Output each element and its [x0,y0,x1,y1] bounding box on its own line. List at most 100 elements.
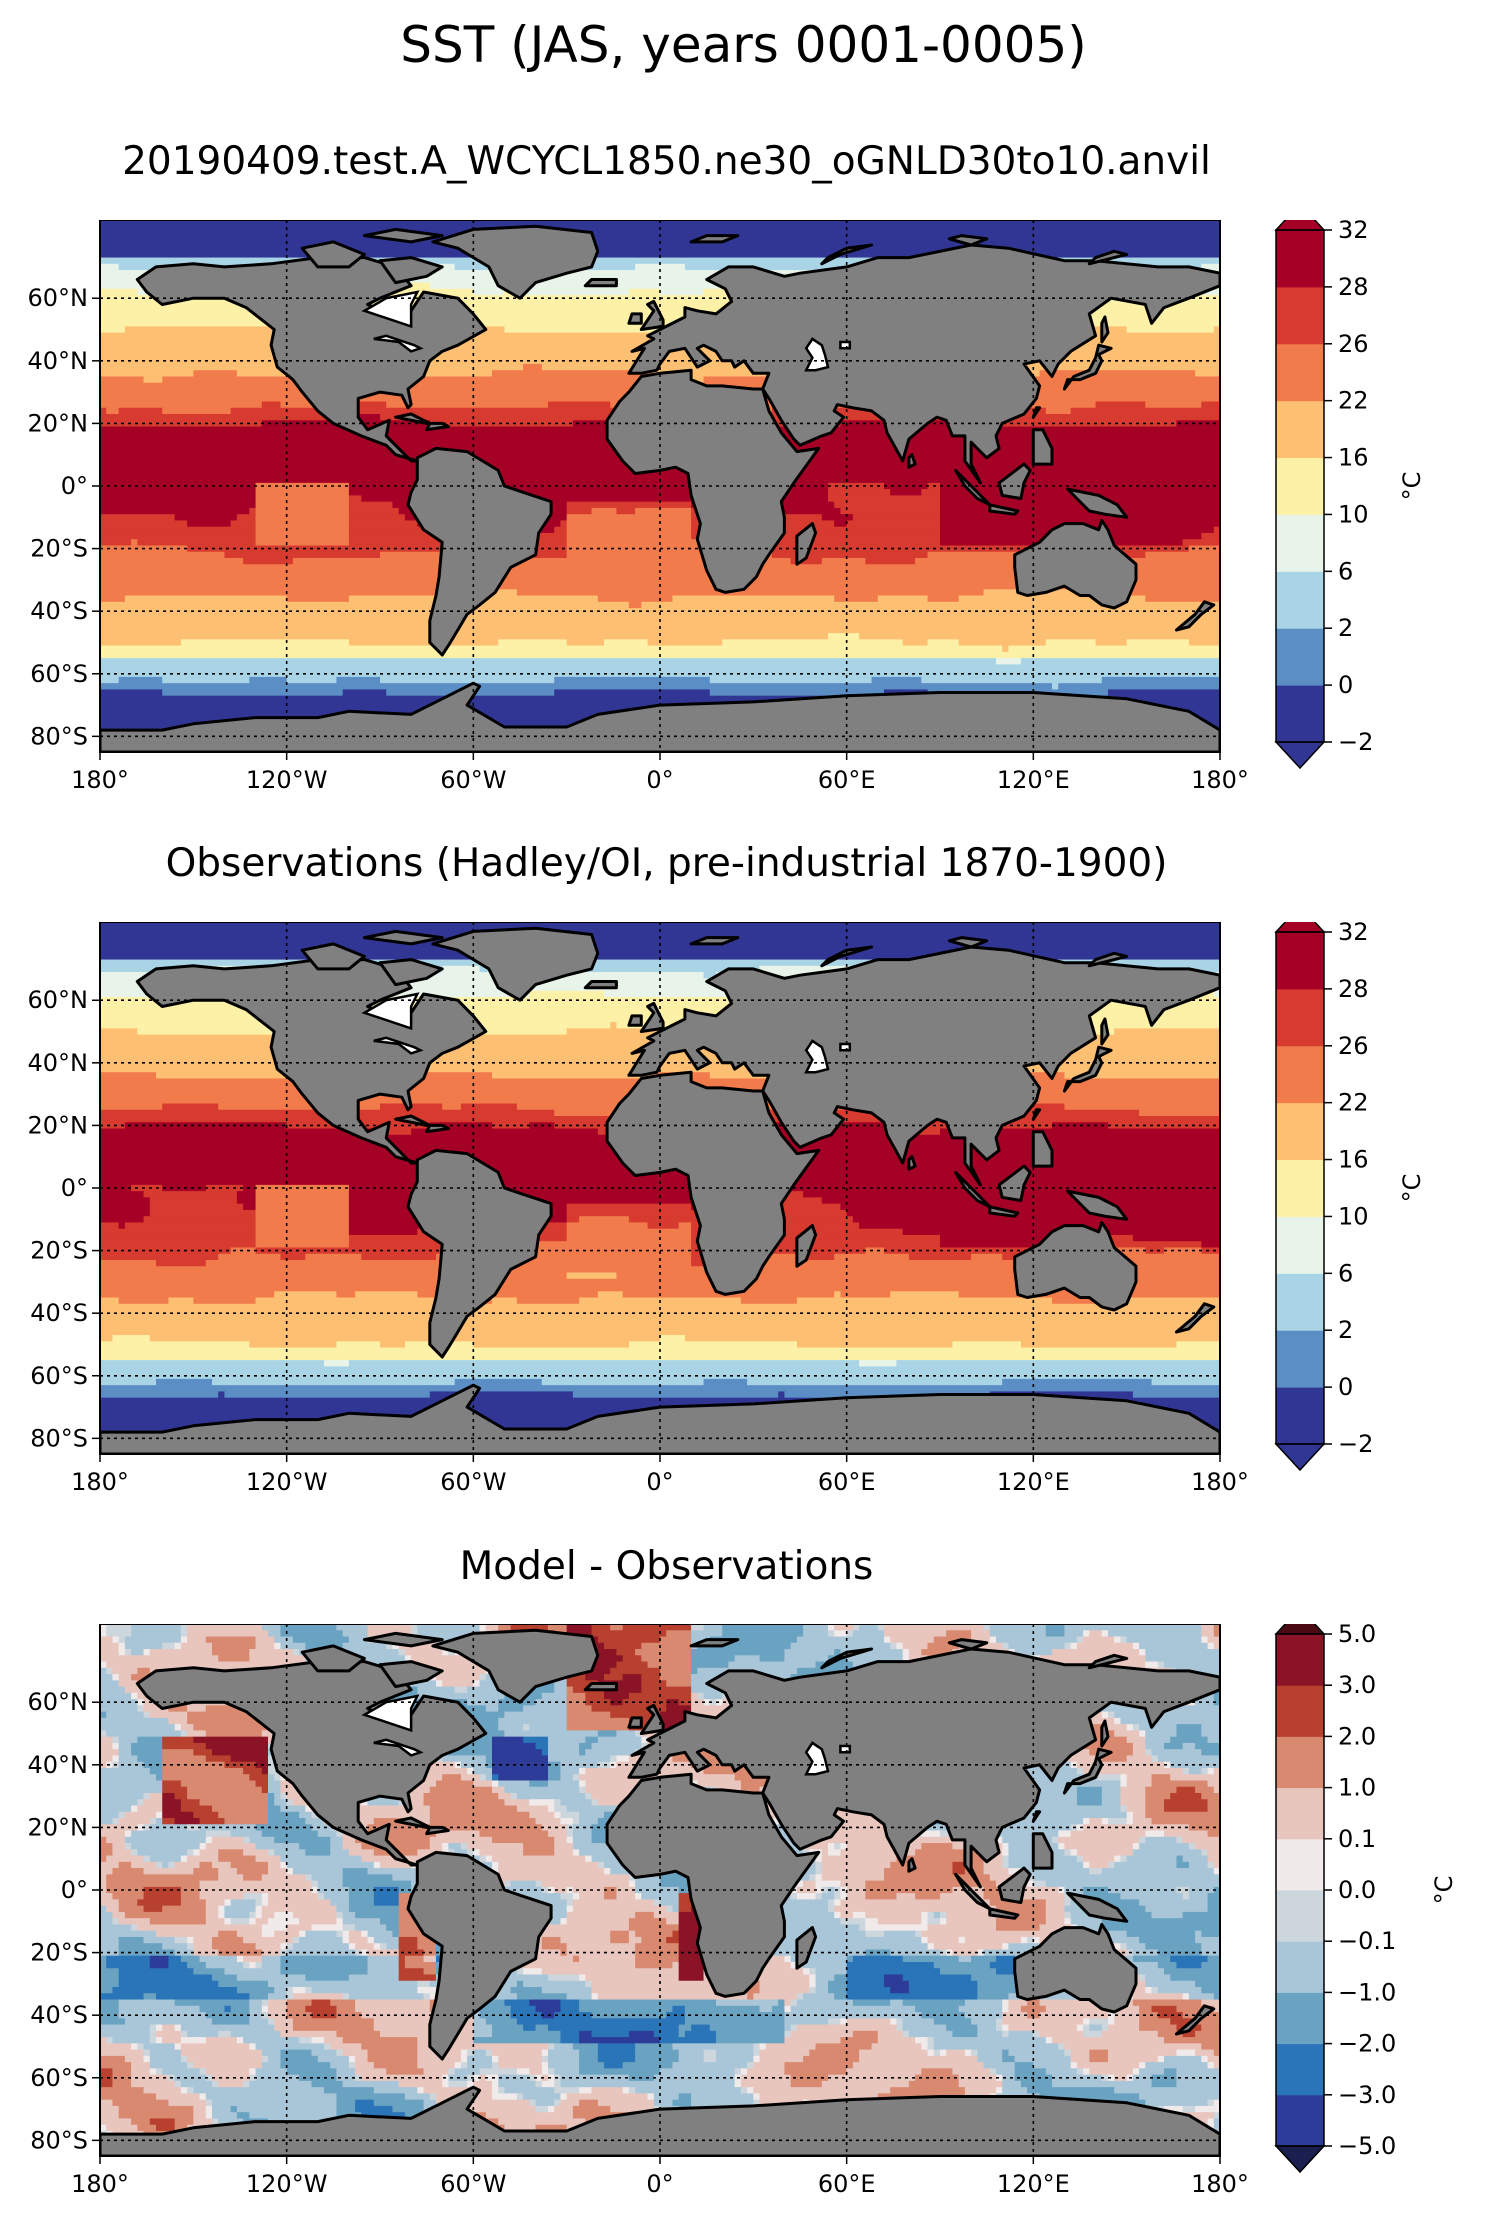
colorbar-tick-label: 6 [1338,1259,1353,1287]
graticule [100,220,1220,752]
x-tick-label: 180° [1191,2170,1249,2198]
colorbar-extend-max [1274,922,1326,933]
y-tick-label: 60°S [30,1362,88,1390]
y-tick-label: 20°S [30,1237,88,1265]
x-tick-label: 60°E [818,2170,876,2198]
colorbar-segment [1276,1387,1324,1445]
colorbar-extend-min [1274,741,1326,770]
y-tick-label: 80°S [30,1424,88,1452]
y-tick-label: 40°N [28,347,89,375]
colorbar-tick-label: 32 [1338,922,1369,946]
x-tick-label: 120°W [246,766,328,794]
y-tick-label: 20°S [30,1939,88,1967]
colorbar-segment [1276,685,1324,743]
colorbar-tick-label: −0.1 [1338,1927,1396,1955]
colorbar-tick-label: −2.0 [1338,2030,1396,2058]
colorbar-tick-label: −3.0 [1338,2081,1396,2109]
x-tick-label: 60°E [818,766,876,794]
figure-suptitle: SST (JAS, years 0001-0005) [400,16,1087,74]
colorbar-tick-label: 16 [1338,444,1369,472]
colorbar-segment [1276,932,1324,990]
colorbar-segment [1276,1273,1324,1331]
colorbar-tick-label: 2.0 [1338,1722,1376,1750]
panel-1-title: 20190409.test.A_WCYCL1850.ne30_oGNLD30to… [122,139,1211,184]
colorbar-tick-label: 32 [1338,220,1369,244]
y-tick-label: 40°S [30,1299,88,1327]
y-tick-label: 60°S [30,660,88,688]
colorbar-extend-min [1274,2145,1326,2174]
x-tick-label: 120°W [246,2170,328,2198]
colorbar-tick-label: −5.0 [1338,2132,1396,2160]
colorbar-segment [1276,1890,1324,1942]
x-tick-label: 180° [71,766,129,794]
colorbar-extend-min [1274,1443,1326,1472]
x-tick-label: 0° [646,1468,673,1496]
graticule [100,1624,1220,2156]
x-tick-label: 120°E [997,1468,1070,1496]
colorbar-segment [1276,2094,1324,2147]
colorbar-tick-label: 22 [1338,1089,1369,1117]
x-tick-label: 0° [646,2170,673,2198]
x-tick-label: 60°W [440,766,506,794]
colorbar-segment [1276,1838,1324,1891]
x-tick-label: 60°W [440,2170,506,2198]
colorbar-tick-label: 22 [1338,387,1369,415]
colorbar-tick-label: 2 [1338,614,1353,642]
colorbar-segment [1276,1941,1324,1993]
colorbar-tick-label: 10 [1338,500,1369,528]
colorbar-segment [1276,457,1324,515]
colorbar-tick-label: 6 [1338,557,1353,585]
y-tick-label: 60°N [28,1688,89,1716]
y-tick-label: 40°N [28,1751,89,1779]
x-tick-label: 180° [71,1468,129,1496]
panel-3-title: Model - Observations [459,1544,874,1589]
colorbar-segment [1276,1216,1324,1274]
colorbar-tick-label: 5.0 [1338,1624,1376,1648]
y-tick-label: 40°S [30,597,88,625]
x-tick-label: 120°E [997,766,1070,794]
y-tick-label: 0° [61,472,88,500]
x-tick-label: 180° [1191,766,1249,794]
colorbar-tick-label: 28 [1338,975,1369,1003]
panel-observations-sst: 180° 120°W 60°W 0° 60°E 120°E 180° 80°S 60°S 40°S… [28,922,1426,1496]
colorbar-segment [1276,1159,1324,1217]
y-tick-label: 60°S [30,2064,88,2092]
colorbar-tick-label: 0 [1338,671,1353,699]
land-mask [100,224,1220,752]
colorbar-segment [1276,628,1324,686]
y-tick-label: 80°S [30,722,88,750]
colorbar-tick-label: 2 [1338,1316,1353,1344]
colorbar-tick-label: 3.0 [1338,1671,1376,1699]
colorbar-segment [1276,1102,1324,1161]
y-tick-label: 40°S [30,2001,88,2029]
colorbar-tick-label: 0.0 [1338,1876,1376,1904]
panel-bias-sst: 180° 120°W 60°W 0° 60°E 120°E 180° 80°S 60°S 40°S… [28,1624,1458,2198]
colorbar-segment [1276,230,1324,288]
colorbar-segment [1276,400,1324,459]
colorbar-tick-label: −1.0 [1338,1978,1396,2006]
colorbar-segment [1276,571,1324,629]
colorbar-segment [1276,988,1324,1047]
colorbar-tick-label: 16 [1338,1146,1369,1174]
y-tick-label: 0° [61,1876,88,1904]
colorbar-label: °C [1398,472,1426,501]
colorbar-segment [1276,1330,1324,1388]
colorbar-segment [1276,1045,1324,1104]
x-tick-label: 120°E [997,2170,1070,2198]
y-tick-label: 60°N [28,284,89,312]
colorbar-segment [1276,343,1324,402]
colorbar-segment [1276,1634,1324,1686]
colorbar-tick-label: 28 [1338,273,1369,301]
colorbar-tick-label: 0.1 [1338,1825,1376,1853]
colorbar-extend-max [1274,220,1326,231]
x-tick-label: 60°E [818,1468,876,1496]
graticule [100,922,1220,1454]
y-tick-label: 80°S [30,2126,88,2154]
colorbar-label: °C [1430,1876,1458,1905]
y-tick-label: 0° [61,1174,88,1202]
x-tick-label: 0° [646,766,673,794]
colorbar-segment [1276,2043,1324,2096]
colorbar-label: °C [1398,1174,1426,1203]
y-tick-label: 20°S [30,535,88,563]
